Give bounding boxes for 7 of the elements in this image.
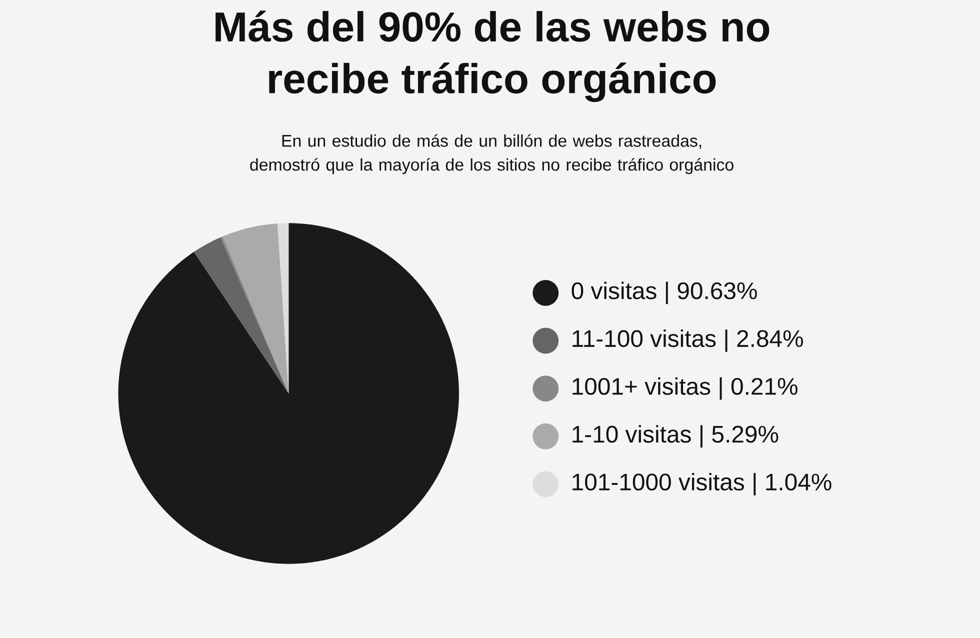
chart-title: Más del 90% de las webs no recibe tráfico orgánico: [216, 10, 770, 102]
legend-label: 1001+ visitas | 0.21%: [572, 378, 798, 400]
legend-label: 0 visitas | 90.63%: [572, 282, 757, 304]
chart-subtitle: En un estudio de más de un billón de webs rastreadas, demostró que la mayoría de los sitios no recibe tráfico orgánico: [250, 134, 734, 174]
legend-label: 11-100 visitas | 2.84%: [572, 330, 803, 352]
legend-label: 1-10 visitas | 5.29%: [572, 425, 778, 448]
legend-label: 101-1000 visitas | 1.04%: [572, 473, 832, 496]
